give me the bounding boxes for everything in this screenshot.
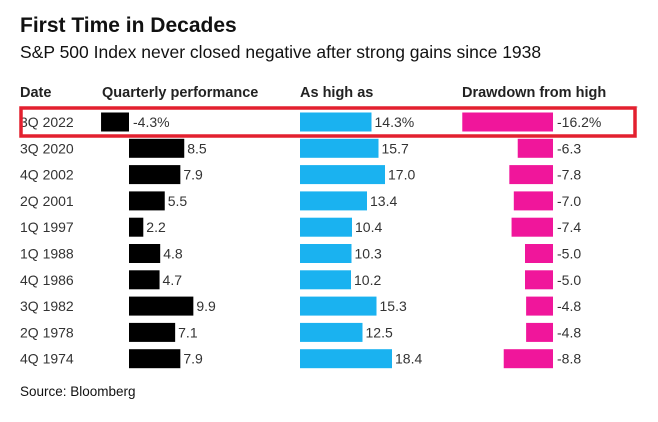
date-label: 4Q 2002 xyxy=(20,167,74,183)
date-label: 4Q 1986 xyxy=(20,272,74,288)
high-bar xyxy=(300,244,352,263)
drawdown-bar xyxy=(511,217,553,237)
high-bar xyxy=(300,138,379,158)
chart-subtitle: S&P 500 Index never closed negative afte… xyxy=(20,42,542,62)
quarterly-value-label: 5.5 xyxy=(168,193,188,209)
high-value-label: 15.3 xyxy=(380,298,407,314)
quarterly-bar xyxy=(129,217,144,237)
header-drawdown-from-high: Drawdown from high xyxy=(462,85,606,101)
drawdown-value-label: -4.8 xyxy=(557,298,581,314)
drawdown-value-label: -7.0 xyxy=(557,193,581,209)
quarterly-bar xyxy=(101,112,129,132)
quarterly-value-label: 2.2 xyxy=(146,219,166,235)
quarterly-value-label: 8.5 xyxy=(187,140,207,156)
quarterly-value-label: 9.9 xyxy=(196,298,216,314)
high-value-label: 18.4 xyxy=(395,351,422,367)
date-label: 3Q 2022 xyxy=(20,114,74,130)
quarterly-bar xyxy=(129,165,181,185)
high-bar xyxy=(300,270,351,290)
drawdown-bar xyxy=(503,349,553,369)
date-label: 2Q 1978 xyxy=(20,324,74,340)
drawdown-value-label: -16.2% xyxy=(557,114,601,130)
date-label: 4Q 1974 xyxy=(20,351,74,367)
chart-title: First Time in Decades xyxy=(20,14,237,37)
quarterly-bar xyxy=(129,138,185,158)
quarterly-value-label: 7.1 xyxy=(178,324,198,340)
high-value-label: 10.3 xyxy=(355,246,382,262)
drawdown-bar xyxy=(525,270,553,290)
quarterly-bar xyxy=(129,244,161,263)
quarterly-value-label: 4.8 xyxy=(163,246,183,262)
highlight-box xyxy=(19,106,637,138)
date-label: 1Q 1988 xyxy=(20,246,74,262)
quarterly-value-label: 4.7 xyxy=(163,272,183,288)
high-value-label: 15.7 xyxy=(382,140,409,156)
high-bar xyxy=(300,165,385,185)
high-bar xyxy=(300,217,352,237)
drawdown-bar xyxy=(526,322,553,342)
high-bar xyxy=(300,112,372,132)
drawdown-bar xyxy=(526,296,553,316)
quarterly-bar xyxy=(129,191,165,211)
drawdown-bar xyxy=(509,165,553,185)
drawdown-value-label: -7.8 xyxy=(557,167,581,183)
quarterly-value-label: 7.9 xyxy=(183,351,203,367)
quarterly-value-label: 7.9 xyxy=(183,167,203,183)
date-label: 3Q 1982 xyxy=(20,298,74,314)
high-value-label: 10.4 xyxy=(355,219,382,235)
quarterly-bar xyxy=(129,349,181,369)
high-value-label: 10.2 xyxy=(354,272,381,288)
drawdown-value-label: -5.0 xyxy=(557,246,581,262)
quarterly-bar xyxy=(129,322,176,342)
date-label: 1Q 1997 xyxy=(20,219,74,235)
high-bar xyxy=(300,296,377,316)
high-value-label: 14.3% xyxy=(375,114,415,130)
drawdown-bar xyxy=(517,138,553,158)
drawdown-value-label: -5.0 xyxy=(557,272,581,288)
date-label: 2Q 2001 xyxy=(20,193,74,209)
quarterly-value-label: -4.3% xyxy=(133,114,170,130)
high-bar xyxy=(300,191,367,211)
drawdown-value-label: -4.8 xyxy=(557,324,581,340)
header-quarterly-performance: Quarterly performance xyxy=(102,85,258,101)
high-bar xyxy=(300,349,392,369)
drawdown-value-label: -6.3 xyxy=(557,140,581,156)
high-value-label: 13.4 xyxy=(370,193,397,209)
drawdown-bar xyxy=(525,244,553,263)
header-as-high-as: As high as xyxy=(300,85,373,101)
high-value-label: 17.0 xyxy=(388,167,415,183)
header-date: Date xyxy=(20,85,51,101)
quarterly-bar xyxy=(129,270,160,290)
drawdown-bar xyxy=(462,112,553,132)
high-bar xyxy=(300,322,363,342)
source-note: Source: Bloomberg xyxy=(20,384,136,399)
drawdown-value-label: -8.8 xyxy=(557,351,581,367)
date-label: 3Q 2020 xyxy=(20,140,74,156)
quarterly-bar xyxy=(129,296,194,316)
drawdown-bar xyxy=(513,191,553,211)
drawdown-value-label: -7.4 xyxy=(557,219,581,235)
high-value-label: 12.5 xyxy=(366,324,393,340)
